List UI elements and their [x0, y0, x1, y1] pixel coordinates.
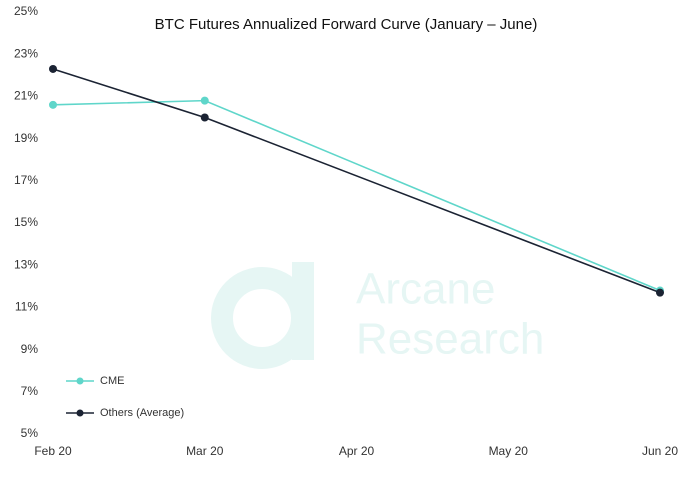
- legend-marker: [76, 377, 84, 385]
- point: [49, 100, 57, 109]
- x-tick-label: Mar 20: [186, 444, 224, 458]
- x-tick-label: May 20: [489, 444, 529, 458]
- legend-label: CME: [100, 375, 124, 387]
- y-tick-label: 17%: [14, 173, 38, 187]
- watermark-logo: [292, 262, 314, 360]
- point: [656, 288, 664, 297]
- y-tick-label: 7%: [21, 384, 39, 398]
- chart-title: BTC Futures Annualized Forward Curve (Ja…: [155, 16, 538, 33]
- watermark-text: Arcane: [356, 265, 495, 314]
- point: [49, 64, 57, 73]
- series-line: [52, 99, 661, 292]
- y-tick-label: 23%: [14, 46, 38, 60]
- x-tick-label: Feb 20: [34, 444, 72, 458]
- y-tick-label: 5%: [21, 426, 39, 440]
- y-tick-label: 13%: [14, 257, 38, 271]
- y-tick-label: 15%: [14, 215, 38, 229]
- y-tick-label: 21%: [14, 89, 38, 103]
- x-tick-label: Jun 20: [642, 444, 678, 458]
- legend-label: Others (Average): [100, 407, 184, 419]
- y-tick-label: 11%: [15, 300, 38, 314]
- y-tick-label: 19%: [14, 131, 38, 145]
- point: [200, 96, 209, 105]
- watermark-text: Research: [356, 315, 544, 364]
- watermark-logo: [211, 267, 313, 369]
- y-tick-label: 25%: [14, 4, 38, 18]
- y-tick-label: 9%: [21, 342, 39, 356]
- x-tick-label: Apr 20: [339, 444, 375, 458]
- watermark: Arcane Research: [211, 262, 544, 369]
- point: [200, 113, 209, 122]
- legend-marker: [76, 409, 84, 417]
